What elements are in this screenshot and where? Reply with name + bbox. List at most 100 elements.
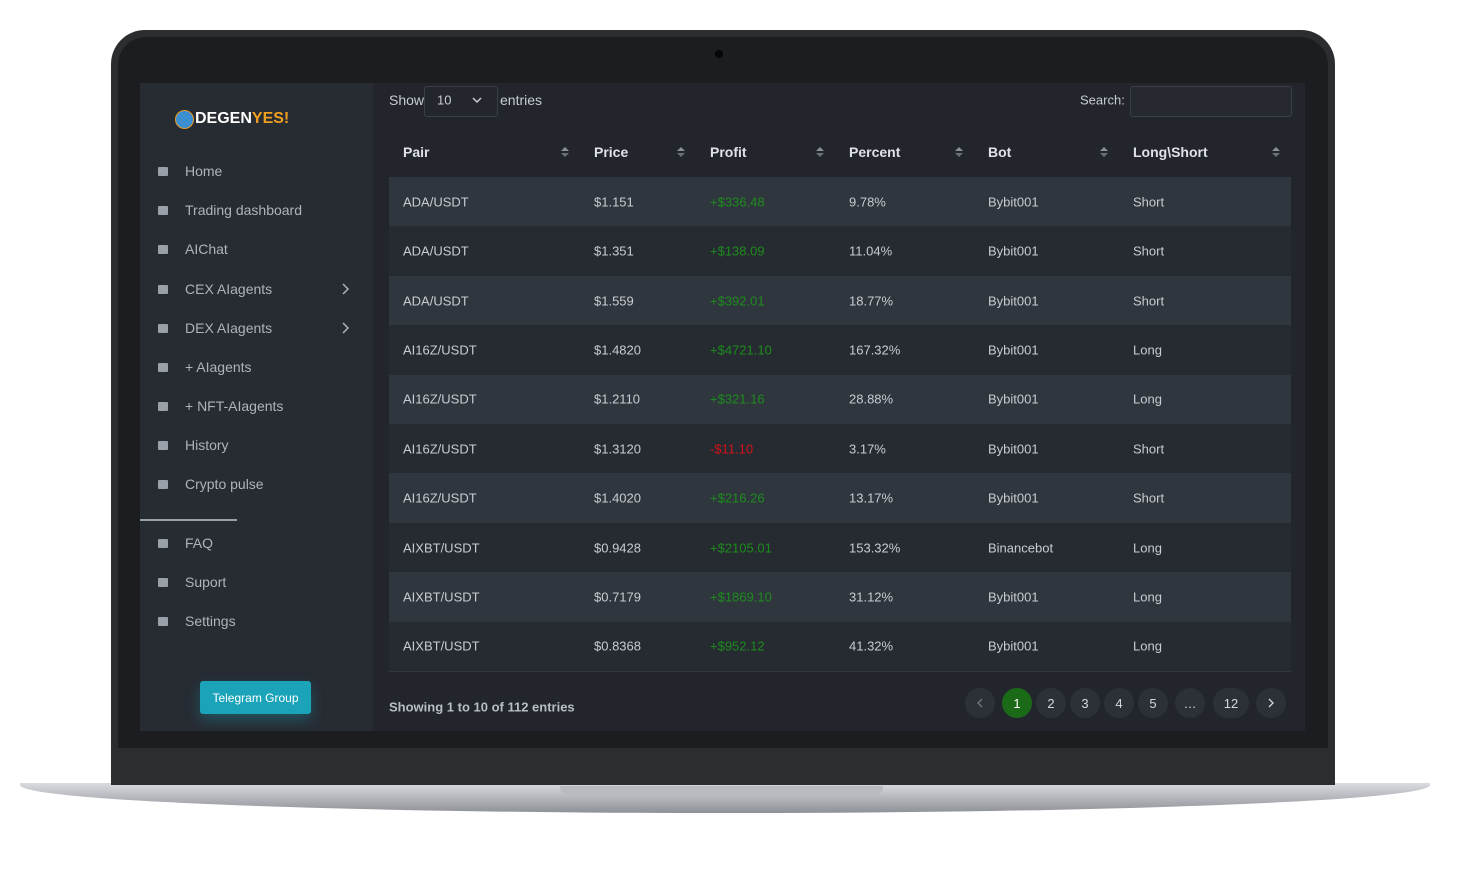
pagination-page[interactable]: 12 <box>1213 688 1249 718</box>
nav-item[interactable]: Settings <box>185 613 236 629</box>
divider <box>140 519 237 521</box>
table-cell: Short <box>1133 194 1165 210</box>
nav-icon <box>156 360 172 376</box>
table-cell: 41.32% <box>849 638 894 654</box>
table-cell: AIXBT/USDT <box>403 540 480 555</box>
pagination-page[interactable]: 3 <box>1070 688 1100 718</box>
column-header[interactable]: Profit <box>710 144 747 160</box>
pagination-page[interactable]: 4 <box>1104 688 1134 718</box>
table-row <box>389 226 1291 276</box>
search-input[interactable] <box>1130 86 1292 117</box>
table-cell: $0.8368 <box>594 638 641 654</box>
table-cell: 28.88% <box>849 391 894 407</box>
telegram-button[interactable]: Telegram Group <box>200 681 311 714</box>
nav-item[interactable]: Suport <box>185 574 227 590</box>
table-cell: $1.151 <box>594 194 634 210</box>
brand-part: YES! <box>251 110 290 127</box>
table-cell: $0.9428 <box>594 540 641 555</box>
table-cell: AIXBT/USDT <box>403 589 480 605</box>
table-cell: 153.32% <box>849 540 901 555</box>
table-cell: AI16Z/USDT <box>403 441 477 457</box>
table-cell: Bybit001 <box>988 342 1039 358</box>
table-cell: $1.4820 <box>594 342 641 358</box>
nav-item[interactable]: Home <box>185 163 223 179</box>
nav-icon <box>156 282 172 298</box>
camera <box>715 50 723 58</box>
table-bottom-line <box>389 671 1291 672</box>
table-cell: $1.351 <box>594 243 634 259</box>
table-cell: +$4721.10 <box>710 342 772 358</box>
column-header[interactable]: Bot <box>988 144 1012 160</box>
logo-icon <box>175 110 194 129</box>
nav-icon <box>156 438 172 454</box>
table-cell: Bybit001 <box>988 589 1039 605</box>
pagination-page[interactable]: … <box>1175 688 1205 718</box>
table-cell: Short <box>1133 490 1165 506</box>
column-header[interactable]: Pair <box>403 144 430 160</box>
pagination-prev[interactable] <box>965 688 995 718</box>
nav-item[interactable]: FAQ <box>185 535 214 551</box>
nav-item[interactable]: AIChat <box>185 241 228 257</box>
table-cell: $0.7179 <box>594 589 641 605</box>
nav-item[interactable]: + NFT-AIagents <box>185 398 284 414</box>
table-cell: AI16Z/USDT <box>403 490 477 506</box>
table-cell: 13.17% <box>849 490 894 506</box>
table-cell: Bybit001 <box>988 391 1039 407</box>
table-cell: +$321.16 <box>710 391 765 407</box>
table-cell: +$392.01 <box>710 293 765 308</box>
table-cell: +$2105.01 <box>710 540 772 555</box>
table-cell: Bybit001 <box>988 194 1039 210</box>
table-cell: 11.04% <box>849 243 893 259</box>
pagination-next[interactable] <box>1256 688 1286 718</box>
sort-icon <box>955 145 971 161</box>
table-cell: $1.4020 <box>594 490 641 506</box>
sort-icon <box>561 145 577 161</box>
sort-icon <box>677 145 693 161</box>
nav-icon <box>156 242 172 258</box>
table-cell: Bybit001 <box>988 490 1039 506</box>
table-cell: +$216.26 <box>710 490 765 506</box>
table-cell: ADA/USDT <box>403 243 469 259</box>
table-cell: 167.32% <box>849 342 901 358</box>
page-size: 10 <box>437 92 452 108</box>
nav-item[interactable]: DEX AIagents <box>185 320 273 336</box>
nav-icon <box>156 575 172 591</box>
table-cell: Long <box>1133 589 1162 605</box>
table-row <box>389 473 1291 523</box>
nav-item[interactable]: CEX AIagents <box>185 281 273 297</box>
table-cell: Long <box>1133 391 1162 407</box>
nav-item[interactable]: + AIagents <box>185 359 252 375</box>
chevron <box>340 320 356 336</box>
table-cell: 9.78% <box>849 194 886 210</box>
screen: DEGENYES! Telegram Group Show 10 entries… <box>140 83 1305 731</box>
table-row <box>389 522 1291 573</box>
nav-icon <box>156 536 172 552</box>
entries-label: entries <box>500 92 543 108</box>
table-cell: -$11.10 <box>710 441 754 457</box>
table-row <box>389 621 1291 671</box>
table-cell: Long <box>1133 638 1162 654</box>
table-cell: $1.3120 <box>594 441 641 457</box>
table-cell: +$336.48 <box>710 194 765 210</box>
table-cell: Long <box>1133 540 1162 555</box>
nav-icon <box>156 614 172 630</box>
nav-item[interactable]: Crypto pulse <box>185 476 264 492</box>
column-header[interactable]: Long\Short <box>1133 144 1208 160</box>
nav-icon <box>156 164 172 180</box>
nav-item[interactable]: Trading dashboard <box>185 202 303 218</box>
column-header[interactable]: Percent <box>849 144 901 160</box>
table-row <box>389 325 1291 375</box>
page-size-select[interactable] <box>424 86 498 117</box>
table-cell: +$952.12 <box>710 638 765 654</box>
table-row <box>389 275 1291 326</box>
pagination-page[interactable]: 2 <box>1036 688 1066 718</box>
nav-item[interactable]: History <box>185 437 229 453</box>
pagination-page[interactable]: 5 <box>1138 688 1168 718</box>
sort-icon <box>1272 145 1288 161</box>
column-header[interactable]: Price <box>594 144 629 160</box>
show-label: Show <box>389 92 425 108</box>
table-cell: Short <box>1133 441 1165 457</box>
table-cell: AI16Z/USDT <box>403 342 477 358</box>
pagination-page[interactable]: 1 <box>1002 688 1032 718</box>
